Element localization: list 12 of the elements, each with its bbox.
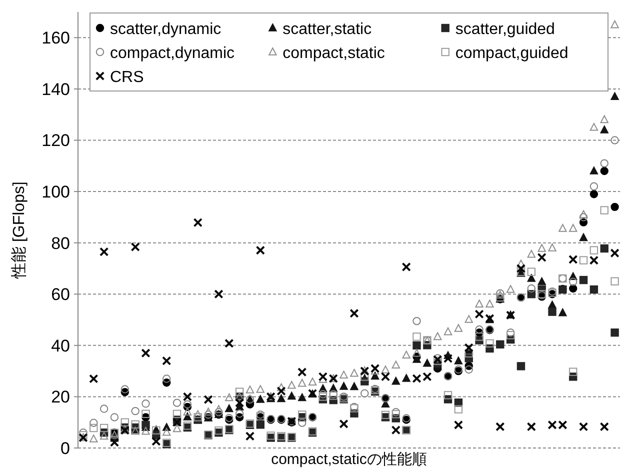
y-tick-label: 120 — [42, 131, 70, 150]
y-tick-label: 140 — [42, 80, 70, 99]
y-tick-label: 60 — [51, 285, 70, 304]
y-tick-label: 0 — [60, 439, 70, 458]
y-axis-title: 性能 [GFlops] — [10, 182, 28, 280]
y-tick-label: 80 — [51, 234, 70, 253]
y-tick-label: 20 — [51, 388, 70, 407]
x-axis-title: compact,staticの性能順 — [271, 451, 427, 468]
y-tick-label: 100 — [42, 182, 70, 202]
y-tick-label: 40 — [51, 336, 70, 356]
y-tick-label: 160 — [42, 28, 70, 48]
legend-label: CRS — [110, 69, 144, 86]
